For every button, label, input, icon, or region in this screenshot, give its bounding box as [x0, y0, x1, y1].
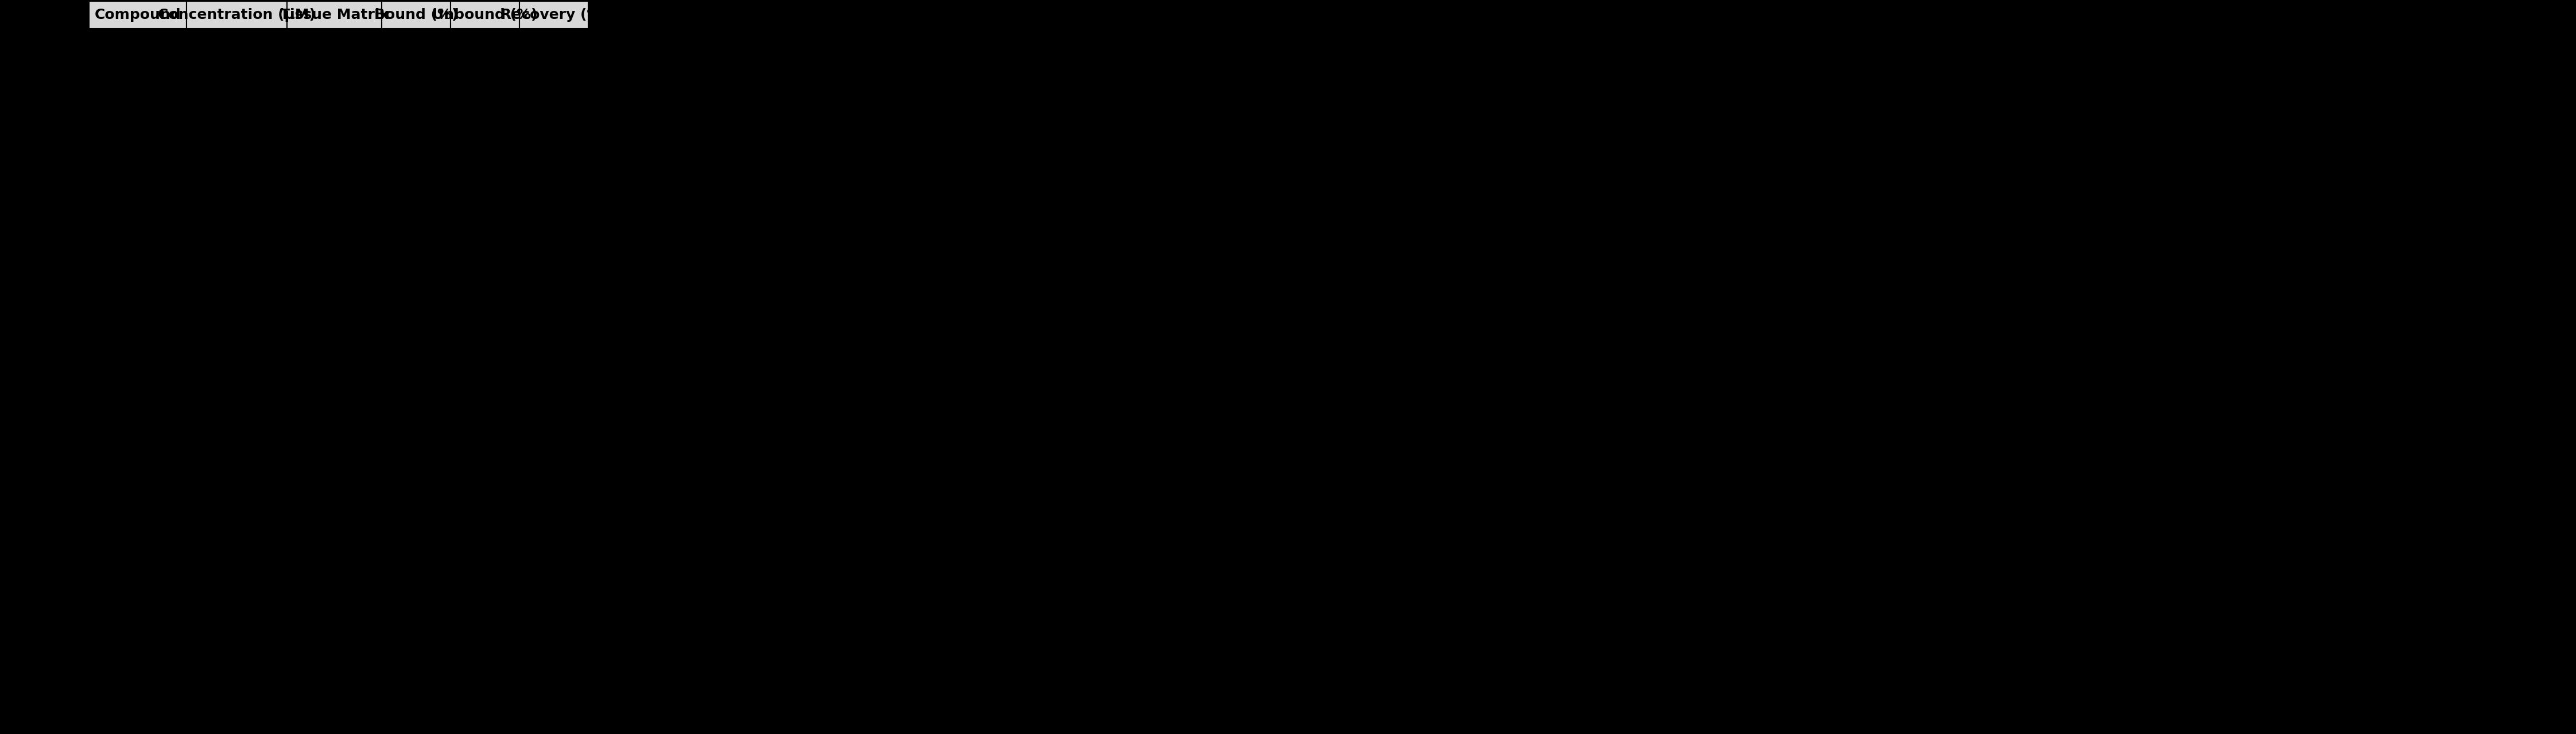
- Bar: [520, 1, 587, 29]
- Text: Bound (%): Bound (%): [374, 8, 459, 22]
- Text: Compound: Compound: [95, 8, 180, 22]
- Bar: [381, 1, 451, 29]
- Text: Tissue Matrix: Tissue Matrix: [281, 8, 389, 22]
- Bar: [90, 1, 185, 29]
- Text: Concentration (μM): Concentration (μM): [157, 8, 317, 22]
- Bar: [286, 1, 381, 29]
- Text: Unbound (%): Unbound (%): [433, 8, 538, 22]
- Text: Recovery (%): Recovery (%): [500, 8, 608, 22]
- Bar: [185, 1, 286, 29]
- Bar: [451, 1, 520, 29]
